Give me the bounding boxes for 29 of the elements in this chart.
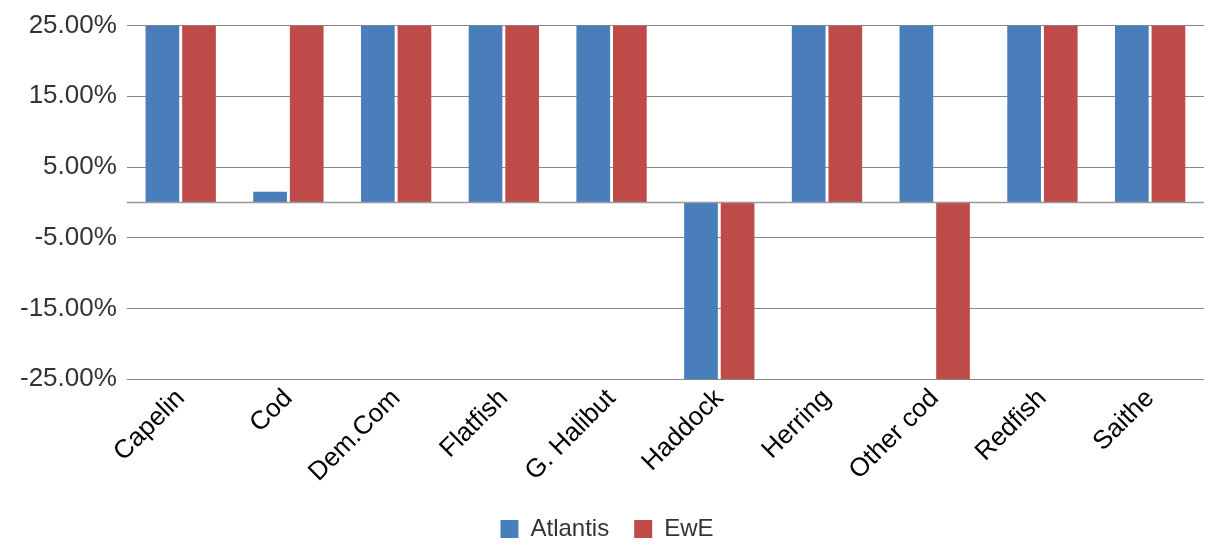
legend-label: Atlantis: [530, 513, 610, 541]
y-tick-label: 25.00%: [28, 8, 117, 39]
bar: [899, 25, 934, 203]
bar: [576, 25, 611, 203]
bar: [936, 202, 970, 380]
bar: [684, 202, 718, 380]
y-tick-label: -15.00%: [20, 291, 117, 322]
bar: [613, 25, 647, 203]
bar: [1043, 25, 1078, 203]
bar: [289, 25, 324, 203]
bar: [397, 25, 432, 203]
bar: [828, 25, 863, 203]
bar: [791, 25, 826, 203]
bar: [1007, 25, 1041, 203]
y-tick-label: 5.00%: [43, 150, 117, 181]
y-tick-label: -25.00%: [20, 362, 117, 393]
bar: [720, 202, 755, 380]
bar: [1151, 25, 1186, 203]
y-tick-label: -5.00%: [34, 220, 117, 251]
bar: [253, 191, 287, 203]
bar: [505, 25, 539, 203]
y-tick-label: 15.00%: [28, 79, 117, 110]
bar: [360, 25, 395, 203]
bar: [468, 25, 503, 203]
x-tick-label: Cod: [242, 382, 298, 438]
bar: [182, 25, 216, 203]
bar: [145, 25, 180, 203]
bar: [1114, 25, 1149, 203]
legend-label: EwE: [664, 513, 714, 541]
